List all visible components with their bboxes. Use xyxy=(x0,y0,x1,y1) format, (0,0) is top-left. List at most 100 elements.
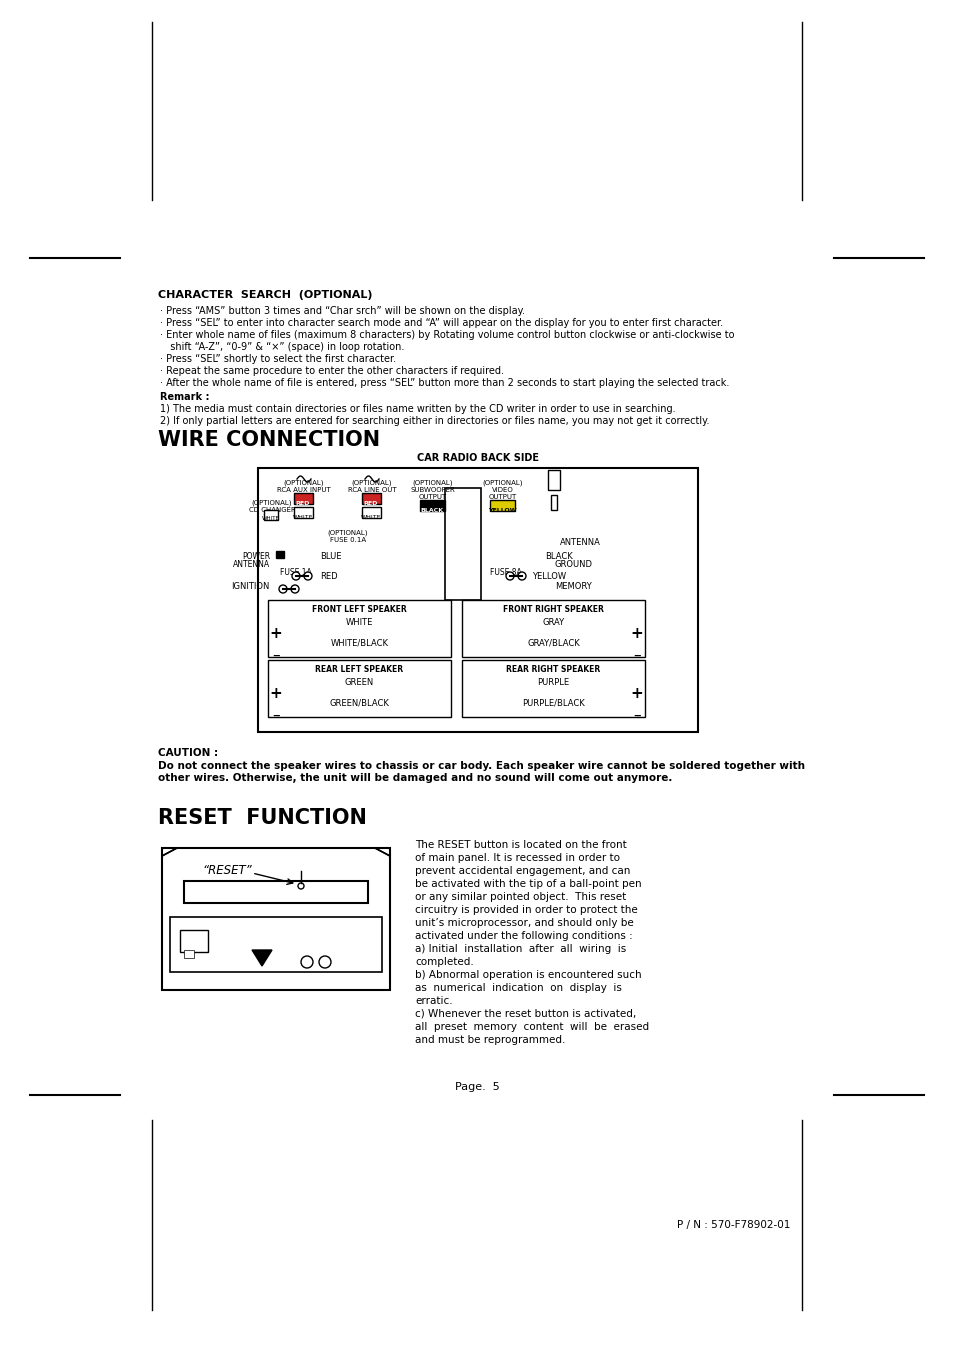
Text: b) Abnormal operation is encountered such: b) Abnormal operation is encountered suc… xyxy=(415,970,641,979)
Text: Do not connect the speaker wires to chassis or car body. Each speaker wire canno: Do not connect the speaker wires to chas… xyxy=(158,761,804,771)
Text: WHITE: WHITE xyxy=(345,617,373,627)
Text: 1) The media must contain directories or files name written by the CD writer in : 1) The media must contain directories or… xyxy=(160,404,675,413)
Text: BLACK: BLACK xyxy=(420,508,443,513)
Circle shape xyxy=(505,571,514,580)
Bar xyxy=(268,600,451,657)
Text: WHITE: WHITE xyxy=(360,515,381,520)
Bar xyxy=(461,661,644,717)
Text: “RESET”: “RESET” xyxy=(202,863,252,877)
Bar xyxy=(461,600,644,657)
Text: · Press “SEL” to enter into character search mode and “A” will appear on the dis: · Press “SEL” to enter into character se… xyxy=(160,317,722,328)
Bar xyxy=(294,493,313,504)
Text: RED: RED xyxy=(295,501,310,507)
Text: FUSE 1A: FUSE 1A xyxy=(280,567,312,577)
Text: YELLOW: YELLOW xyxy=(532,571,565,581)
Circle shape xyxy=(292,571,299,580)
Text: OUTPUT: OUTPUT xyxy=(418,494,447,500)
Text: FRONT LEFT SPEAKER: FRONT LEFT SPEAKER xyxy=(312,605,406,613)
Text: as  numerical  indication  on  display  is: as numerical indication on display is xyxy=(415,984,621,993)
Circle shape xyxy=(517,571,525,580)
Text: (OPTIONAL): (OPTIONAL) xyxy=(328,530,368,536)
Bar xyxy=(184,881,368,902)
Text: and must be reprogrammed.: and must be reprogrammed. xyxy=(415,1035,565,1046)
Text: RESET  FUNCTION: RESET FUNCTION xyxy=(158,808,367,828)
Text: FRONT RIGHT SPEAKER: FRONT RIGHT SPEAKER xyxy=(502,605,603,613)
Text: prevent accidental engagement, and can: prevent accidental engagement, and can xyxy=(415,866,630,875)
Text: completed.: completed. xyxy=(415,957,474,967)
Text: The RESET button is located on the front: The RESET button is located on the front xyxy=(415,840,626,850)
Text: GREEN: GREEN xyxy=(345,678,374,688)
Text: +: + xyxy=(630,686,642,701)
Text: of main panel. It is recessed in order to: of main panel. It is recessed in order t… xyxy=(415,852,619,863)
Text: · Repeat the same procedure to enter the other characters if required.: · Repeat the same procedure to enter the… xyxy=(160,366,503,376)
Text: (OPTIONAL): (OPTIONAL) xyxy=(352,480,392,486)
Text: POWER: POWER xyxy=(242,553,270,561)
Text: CAR RADIO BACK SIDE: CAR RADIO BACK SIDE xyxy=(416,453,538,463)
Text: –: – xyxy=(633,648,640,663)
Text: shift “A-Z”, “0-9” & “×” (space) in loop rotation.: shift “A-Z”, “0-9” & “×” (space) in loop… xyxy=(164,342,404,353)
Bar xyxy=(419,500,444,511)
Text: erratic.: erratic. xyxy=(415,996,452,1006)
Text: CHARACTER  SEARCH  (OPTIONAL): CHARACTER SEARCH (OPTIONAL) xyxy=(158,290,372,300)
Bar xyxy=(547,470,559,490)
Text: RCA LINE OUT: RCA LINE OUT xyxy=(347,486,395,493)
Bar xyxy=(275,551,284,558)
Text: or any similar pointed object.  This reset: or any similar pointed object. This rese… xyxy=(415,892,625,902)
Bar xyxy=(184,950,193,958)
Text: · Enter whole name of files (maximum 8 characters) by Rotating volume control bu: · Enter whole name of files (maximum 8 c… xyxy=(160,330,734,340)
Text: (OPTIONAL): (OPTIONAL) xyxy=(283,480,324,486)
Circle shape xyxy=(304,571,312,580)
Text: PURPLE/BLACK: PURPLE/BLACK xyxy=(521,698,584,707)
Bar xyxy=(268,661,451,717)
Circle shape xyxy=(301,957,313,969)
Circle shape xyxy=(278,585,287,593)
Text: OUTPUT: OUTPUT xyxy=(488,494,517,500)
Text: REAR LEFT SPEAKER: REAR LEFT SPEAKER xyxy=(315,665,403,674)
Text: WHITE/BLACK: WHITE/BLACK xyxy=(330,638,388,647)
Text: FUSE 0.1A: FUSE 0.1A xyxy=(330,536,366,543)
Text: GREEN/BLACK: GREEN/BLACK xyxy=(329,698,389,707)
Text: (OPTIONAL): (OPTIONAL) xyxy=(252,500,292,507)
Text: VIDEO: VIDEO xyxy=(492,486,514,493)
Text: IGNITION: IGNITION xyxy=(232,582,270,590)
Text: P / N : 570-F78902-01: P / N : 570-F78902-01 xyxy=(676,1220,789,1229)
Text: ANTENNA: ANTENNA xyxy=(233,561,270,569)
Text: all  preset  memory  content  will  be  erased: all preset memory content will be erased xyxy=(415,1021,648,1032)
Text: (OPTIONAL): (OPTIONAL) xyxy=(482,480,522,486)
Text: RED: RED xyxy=(319,571,337,581)
Text: +: + xyxy=(270,626,282,640)
Circle shape xyxy=(297,884,304,889)
Text: activated under the following conditions :: activated under the following conditions… xyxy=(415,931,632,942)
Text: PURPLE: PURPLE xyxy=(537,678,569,688)
Text: CD CHANGER: CD CHANGER xyxy=(249,507,295,513)
Text: WIRE CONNECTION: WIRE CONNECTION xyxy=(158,430,379,450)
Text: GROUND: GROUND xyxy=(555,561,593,569)
Text: –: – xyxy=(272,648,279,663)
Text: WHITE: WHITE xyxy=(293,515,313,520)
Bar xyxy=(444,488,480,600)
Text: · Press “AMS” button 3 times and “Char srch” will be shown on the display.: · Press “AMS” button 3 times and “Char s… xyxy=(160,305,524,316)
Bar xyxy=(361,507,380,517)
Text: REAR RIGHT SPEAKER: REAR RIGHT SPEAKER xyxy=(506,665,600,674)
Bar xyxy=(162,848,390,990)
Text: FUSE 8A: FUSE 8A xyxy=(490,567,521,577)
Bar xyxy=(257,467,698,732)
Text: a) Initial  installation  after  all  wiring  is: a) Initial installation after all wiring… xyxy=(415,944,625,954)
Bar xyxy=(294,507,313,517)
Text: RCA AUX INPUT: RCA AUX INPUT xyxy=(276,486,331,493)
Bar xyxy=(361,493,380,504)
Bar xyxy=(490,500,515,511)
Bar xyxy=(170,917,381,971)
Text: GRAY/BLACK: GRAY/BLACK xyxy=(527,638,579,647)
Text: –: – xyxy=(633,708,640,723)
Text: RED: RED xyxy=(363,501,377,507)
Text: ANTENNA: ANTENNA xyxy=(559,538,600,547)
Text: 2) If only partial letters are entered for searching either in directories or fi: 2) If only partial letters are entered f… xyxy=(160,416,709,426)
Text: YELLOW: YELLOW xyxy=(487,508,516,513)
Text: Page.  5: Page. 5 xyxy=(455,1082,498,1092)
Text: other wires. Otherwise, the unit will be damaged and no sound will come out anym: other wires. Otherwise, the unit will be… xyxy=(158,773,672,784)
Text: BLUE: BLUE xyxy=(319,553,341,561)
Text: c) Whenever the reset button is activated,: c) Whenever the reset button is activate… xyxy=(415,1009,636,1019)
Text: CAUTION :: CAUTION : xyxy=(158,748,218,758)
Text: be activated with the tip of a ball-point pen: be activated with the tip of a ball-poin… xyxy=(415,880,641,889)
